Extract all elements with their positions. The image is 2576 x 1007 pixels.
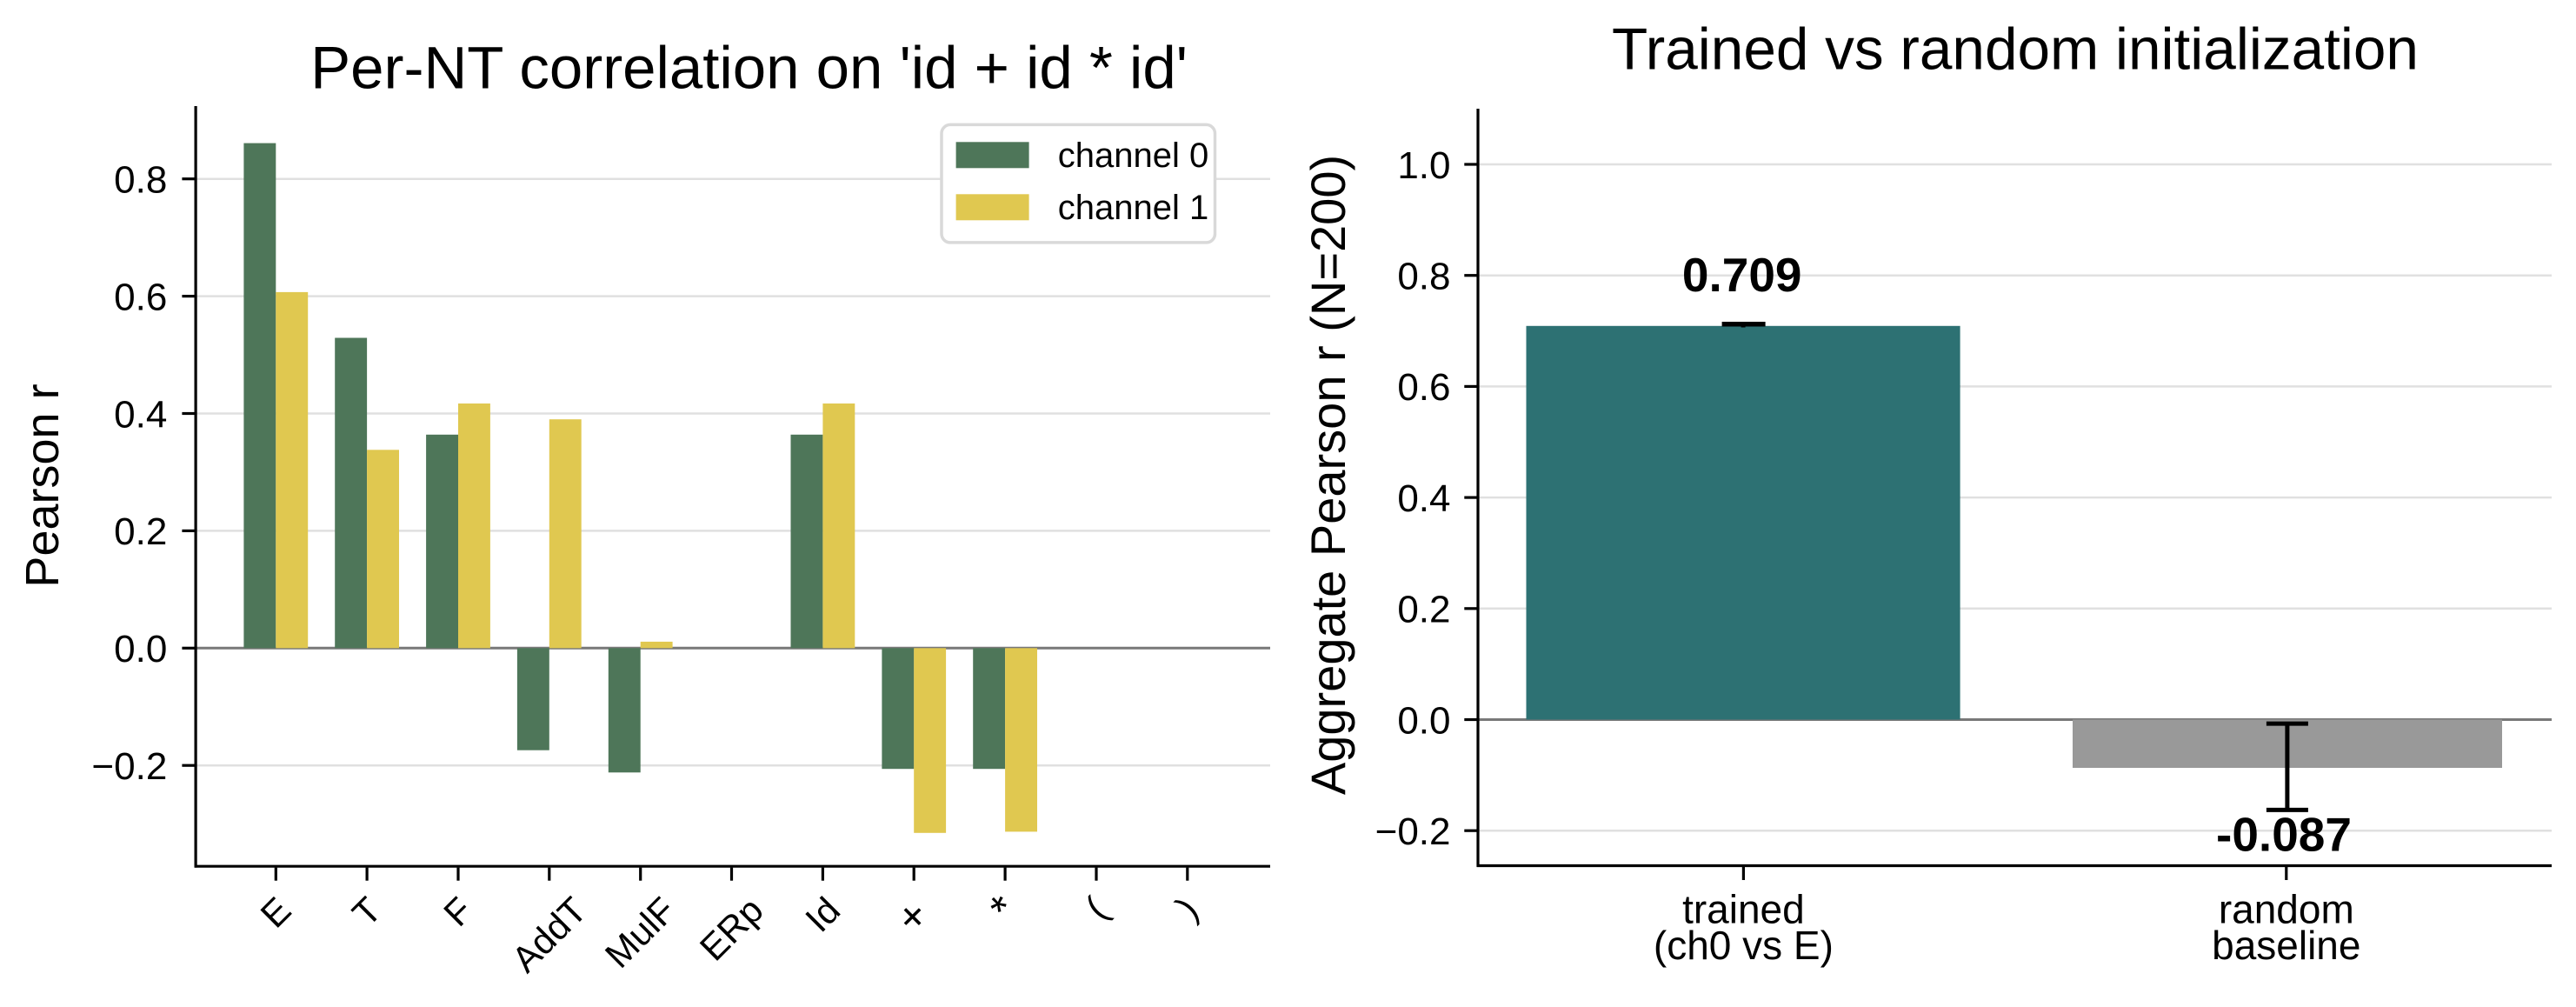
svg-text:−0.2: −0.2 (91, 745, 167, 788)
svg-text:−0.2: −0.2 (1375, 810, 1451, 853)
svg-text:0.0: 0.0 (114, 628, 167, 670)
svg-text:channel 1: channel 1 (1058, 189, 1208, 227)
svg-text:Aggregate Pearson r (N=200): Aggregate Pearson r (N=200) (1301, 155, 1355, 795)
svg-text:Trained vs random initializati: Trained vs random initialization (1612, 17, 2419, 83)
svg-text:baseline: baseline (2212, 923, 2360, 968)
svg-text:0.6: 0.6 (1397, 366, 1450, 409)
svg-text:0.4: 0.4 (114, 393, 167, 436)
svg-text:0.709: 0.709 (1682, 248, 1802, 302)
svg-text:(ch0 vs E): (ch0 vs E) (1654, 923, 1834, 968)
svg-text:Pearson r: Pearson r (17, 383, 69, 587)
svg-text:0.6: 0.6 (114, 276, 167, 318)
svg-text:random: random (2219, 886, 2354, 931)
svg-text:channel 0: channel 0 (1058, 137, 1208, 175)
svg-text:0.4: 0.4 (1397, 477, 1450, 520)
svg-text:0.0: 0.0 (1397, 699, 1450, 742)
svg-text:Per-NT correlation on 'id + id: Per-NT correlation on 'id + id * id' (310, 35, 1188, 102)
svg-text:trained: trained (1682, 886, 1805, 931)
svg-text:0.8: 0.8 (1397, 256, 1450, 298)
svg-text:-0.087: -0.087 (2216, 808, 2352, 862)
svg-text:0.2: 0.2 (1397, 589, 1450, 631)
svg-text:0.2: 0.2 (114, 510, 167, 553)
svg-text:0.8: 0.8 (114, 159, 167, 202)
svg-text:1.0: 1.0 (1397, 144, 1450, 187)
